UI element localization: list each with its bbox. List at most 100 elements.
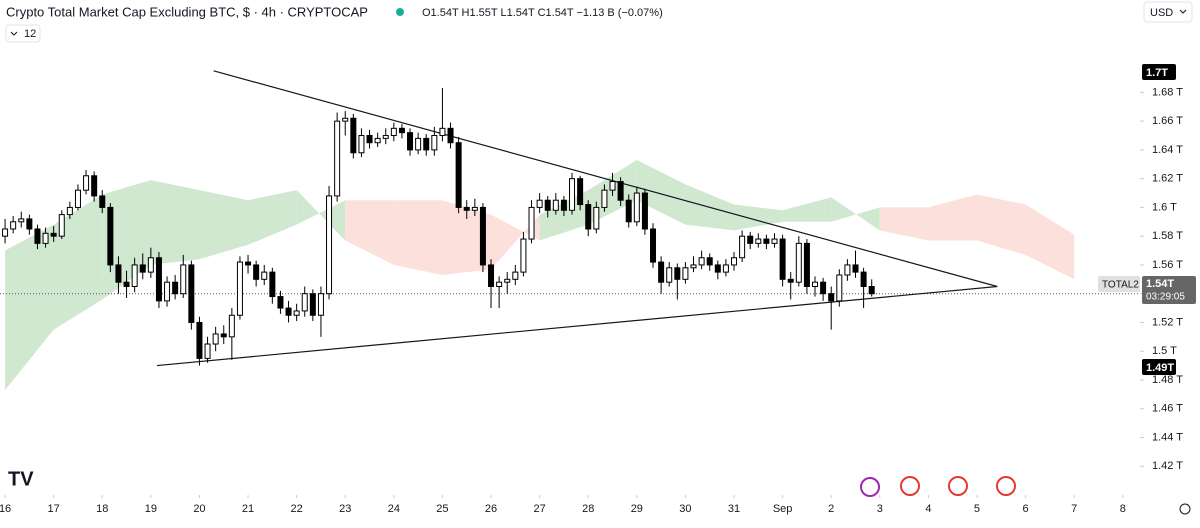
candle-body [18, 218, 25, 223]
price-label: 1.7T [1146, 67, 1168, 79]
cloud-segment [782, 197, 832, 222]
candle-body [787, 278, 794, 283]
candle-body [172, 281, 179, 295]
y-tick-label: 1.42 T [1152, 460, 1183, 472]
event-icon[interactable] [860, 477, 880, 497]
cloud-segment [831, 197, 880, 231]
x-tick-label: 4 [925, 503, 931, 515]
candle-body [698, 257, 705, 266]
candle-body [755, 238, 762, 244]
cloud-segment [879, 207, 929, 241]
cloud-segment [345, 200, 394, 265]
price-label-box [1142, 276, 1196, 304]
x-tick-label: 24 [388, 503, 400, 515]
event-icon[interactable] [900, 476, 920, 496]
candle-body [706, 257, 713, 266]
cloud-segment [1025, 204, 1075, 280]
x-tick-label: 31 [728, 503, 740, 515]
x-tick-label: 20 [193, 503, 205, 515]
x-tick-label: 17 [48, 503, 60, 515]
candle-body [852, 264, 859, 273]
y-tick-label: 1.56 T [1152, 259, 1183, 271]
cloud-segment [928, 194, 977, 241]
candle-body [731, 257, 738, 266]
candle-body [666, 267, 673, 283]
candle-body [74, 189, 81, 208]
x-tick-label: 3 [877, 503, 883, 515]
chevron-icon [1179, 9, 1187, 14]
y-tick-label: 1.68 T [1152, 86, 1183, 98]
candle-body [520, 238, 527, 273]
collapse-button[interactable] [5, 24, 41, 43]
cloud-segment [102, 180, 151, 300]
cloud-segment [976, 194, 1026, 255]
candle-body [123, 281, 130, 288]
candle-body [633, 192, 640, 223]
candle-body [690, 264, 697, 269]
candle-body [682, 267, 689, 280]
candle-body [42, 232, 49, 244]
indicator-count: 12 [24, 28, 36, 40]
candle-body [115, 264, 122, 283]
candle-body [552, 199, 559, 211]
x-tick-label: 6 [1023, 503, 1029, 515]
event-icon[interactable] [948, 476, 968, 496]
cloud-segment [393, 200, 443, 275]
currency: USD [1150, 7, 1173, 19]
candle-body [512, 271, 519, 280]
candle-body [609, 181, 616, 191]
x-tick-label: 21 [242, 503, 254, 515]
event-icon[interactable] [996, 476, 1016, 496]
cloud-segment [636, 159, 686, 225]
candle-body [747, 235, 754, 244]
candle-body [455, 142, 462, 208]
candle-body [196, 321, 203, 359]
candle-body [58, 214, 65, 237]
candle-body [560, 199, 567, 211]
price-label: 1.54T [1146, 278, 1174, 290]
candle-body [488, 264, 495, 288]
candle-body [641, 192, 648, 230]
candle-body [66, 206, 73, 216]
candle-body [374, 137, 381, 144]
cloud-segment [199, 190, 249, 260]
candle-body [585, 204, 592, 230]
x-tick-label: 22 [291, 503, 303, 515]
candle-body [812, 281, 819, 288]
settings-icon[interactable] [1179, 503, 1191, 515]
x-tick-label: 7 [1071, 503, 1077, 515]
candle-body [447, 127, 454, 144]
candle-body [423, 137, 430, 151]
price-label-box [1142, 64, 1176, 80]
currency-button[interactable] [1143, 1, 1193, 23]
candle-body [390, 127, 397, 137]
y-tick-label: 1.66 T [1152, 115, 1183, 127]
candle-body [334, 120, 341, 197]
x-tick-label: 8 [1120, 503, 1126, 515]
x-tick-label: 28 [582, 503, 594, 515]
candle-body [269, 271, 276, 298]
cloud-segment [442, 200, 492, 275]
candle-body [301, 293, 308, 312]
candle-body [212, 333, 219, 345]
y-tick-label: 1.5 T [1152, 345, 1177, 357]
candle-body [277, 296, 284, 309]
candle-body [617, 181, 624, 201]
candle-body [714, 264, 721, 273]
candle-body [415, 137, 422, 151]
candle-body [431, 135, 438, 151]
market-status [396, 8, 404, 16]
candle-body [828, 293, 835, 302]
y-tick-label: 1.62 T [1152, 173, 1183, 185]
plot-area [0, 70, 1140, 391]
candle-body [261, 271, 268, 280]
candle-body [407, 132, 414, 151]
price-label: 1.49T [1146, 362, 1174, 374]
trendline [156, 285, 998, 367]
price-label-box [1142, 359, 1176, 375]
candle-body [188, 264, 195, 323]
cloud-segment [491, 214, 540, 270]
candle-body [34, 228, 41, 244]
cloud-segment [150, 180, 200, 265]
